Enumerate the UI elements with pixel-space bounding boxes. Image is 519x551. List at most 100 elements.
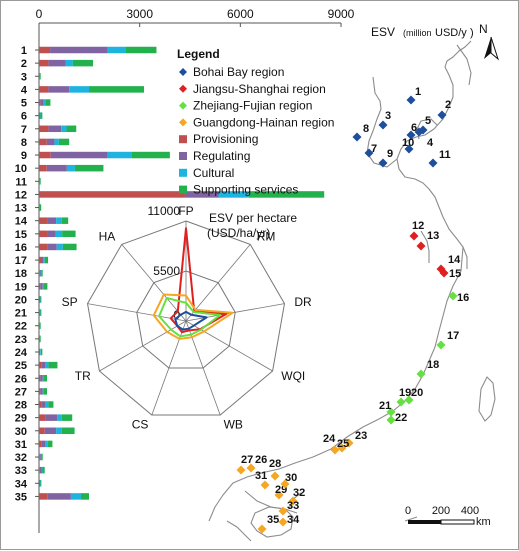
bar-segment-cultural bbox=[43, 99, 46, 106]
site-label-10: 10 bbox=[402, 137, 414, 149]
bar-segment-supporting-services bbox=[48, 401, 54, 408]
site-marker-5 bbox=[418, 125, 428, 135]
bar-segment-regulating bbox=[39, 112, 41, 119]
bar-segment-cultural bbox=[56, 217, 62, 224]
site-label-15: 15 bbox=[449, 268, 461, 280]
axis-title-close: ) bbox=[470, 27, 474, 39]
legend-square-icon bbox=[179, 168, 187, 177]
site-label-35: 35 bbox=[267, 514, 279, 526]
bar-segment-regulating bbox=[39, 73, 40, 80]
bar-category-label: 4 bbox=[21, 84, 28, 96]
legend-item-label: Jiangsu-Shanghai region bbox=[193, 82, 326, 96]
bar-x-tick-label: 3000 bbox=[126, 7, 153, 21]
bar-category-label: 35 bbox=[15, 491, 27, 503]
bar-segment-provisioning bbox=[39, 125, 49, 133]
legend-item-label: Bohai Bay region bbox=[193, 65, 284, 79]
bar-segment-regulating bbox=[39, 178, 40, 185]
bar-category-label: 10 bbox=[15, 163, 27, 175]
bar-segment-regulating bbox=[41, 440, 46, 448]
bar-category-label: 11 bbox=[15, 176, 27, 188]
site-marker-33 bbox=[278, 506, 288, 516]
site-label-17: 17 bbox=[447, 330, 459, 342]
bar-category-label: 2 bbox=[21, 58, 27, 70]
bar-segment-cultural bbox=[40, 269, 42, 277]
radar-ring-label-mid: 5500 bbox=[153, 264, 180, 278]
site-marker-24 bbox=[330, 445, 340, 455]
bar-segment-cultural bbox=[61, 125, 67, 133]
bar-segment-cultural bbox=[40, 296, 41, 303]
site-marker-13 bbox=[416, 241, 426, 251]
north-arrow-dark-half bbox=[484, 37, 491, 59]
bar-segment-cultural bbox=[39, 309, 41, 316]
bar-segment-provisioning bbox=[39, 427, 45, 435]
bar-category-label: 28 bbox=[15, 400, 27, 412]
site-marker-3 bbox=[378, 120, 388, 130]
radar-ring-label-max: 11000 bbox=[148, 204, 181, 218]
bar-segment-supporting-services bbox=[39, 335, 41, 343]
bar-segment-cultural bbox=[39, 335, 41, 343]
legend-item-label: Zhejiang-Fujian region bbox=[193, 99, 312, 113]
bar-segment-provisioning bbox=[39, 309, 40, 316]
radar-spoke bbox=[87, 303, 187, 322]
north-arrow: N bbox=[479, 22, 500, 61]
bar-category-label: 34 bbox=[15, 478, 28, 490]
site-label-34: 34 bbox=[287, 514, 300, 526]
bar-segment-provisioning bbox=[39, 256, 42, 264]
site-label-28: 28 bbox=[269, 458, 281, 470]
radar-series-zhejiang bbox=[158, 297, 222, 338]
bar-segment-cultural bbox=[69, 86, 89, 93]
site-marker-18 bbox=[416, 369, 426, 379]
bar-segment-provisioning bbox=[39, 361, 42, 369]
site-marker-9 bbox=[378, 158, 388, 168]
legend-diamond-icon bbox=[179, 118, 187, 127]
bar-segment-cultural bbox=[40, 480, 41, 487]
bar-segment-provisioning bbox=[39, 453, 40, 461]
radar-axis-label: RM bbox=[257, 230, 276, 244]
site-marker-19 bbox=[396, 397, 406, 407]
bar-segment-provisioning bbox=[39, 46, 51, 54]
coastline-segment bbox=[456, 44, 472, 86]
bar-segment-provisioning bbox=[39, 348, 40, 356]
north-arrow-light-half bbox=[490, 36, 500, 61]
site-marker-32 bbox=[288, 496, 298, 506]
bar-segment-provisioning bbox=[39, 138, 47, 146]
bar-segment-cultural bbox=[70, 493, 81, 500]
site-marker-21 bbox=[386, 407, 396, 417]
bar-segment-regulating bbox=[39, 348, 41, 356]
scale-bar: 0 200 400 km bbox=[405, 505, 491, 528]
coastline-segment bbox=[208, 246, 464, 522]
site-marker-29 bbox=[274, 490, 284, 500]
bar-segment-supporting-services bbox=[47, 440, 53, 448]
bar-segment-cultural bbox=[54, 138, 59, 146]
bar-segment-supporting-services bbox=[125, 46, 157, 54]
bar-category-label: 22 bbox=[15, 321, 27, 333]
bar-segment-provisioning bbox=[39, 151, 51, 159]
bar-segment-supporting-services bbox=[44, 283, 48, 290]
site-label-6: 6 bbox=[411, 122, 417, 134]
coastline-segment bbox=[226, 520, 252, 542]
bar-segment-cultural bbox=[43, 256, 45, 264]
site-label-16: 16 bbox=[457, 292, 469, 304]
coastline-hainan-island bbox=[250, 506, 294, 538]
scale-unit: km bbox=[476, 516, 491, 528]
bar-category-label: 27 bbox=[15, 386, 27, 398]
bar-segment-supporting-services bbox=[39, 178, 41, 185]
bar-segment-supporting-services bbox=[48, 361, 58, 369]
coastline-segment bbox=[404, 516, 418, 522]
site-marker-12 bbox=[409, 231, 419, 241]
site-marker-30 bbox=[280, 479, 290, 489]
site-marker-15 bbox=[439, 268, 449, 278]
bar-category-label: 8 bbox=[21, 137, 27, 149]
bar-segment-supporting-services bbox=[44, 256, 49, 264]
site-label-9: 9 bbox=[387, 148, 393, 160]
bar-segment-provisioning bbox=[39, 414, 46, 421]
bar-segment-regulating bbox=[40, 375, 43, 382]
bar-axis-title: ESV (million USD/y ) bbox=[371, 25, 474, 39]
bar-category-label: 14 bbox=[15, 216, 28, 228]
bar-segment-regulating bbox=[48, 125, 62, 133]
bar-segment-provisioning bbox=[39, 191, 185, 198]
bar-category-label: 3 bbox=[21, 71, 27, 83]
bar-segment-supporting-services bbox=[45, 99, 51, 106]
bar-segment-provisioning bbox=[39, 164, 47, 172]
